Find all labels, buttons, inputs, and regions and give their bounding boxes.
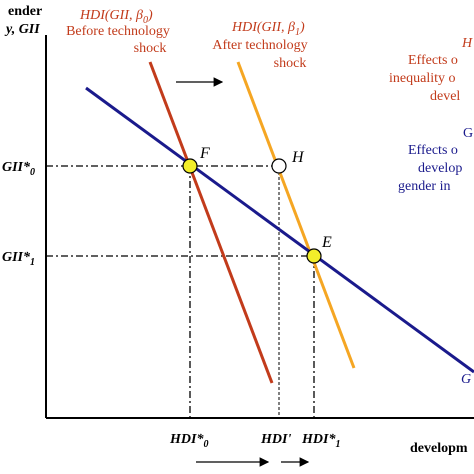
legend-red-line-1: Effects o [408,53,458,68]
y-axis-title-line2: y, GII [4,22,40,37]
gii-curve-label: G [461,372,471,387]
guide-lines [46,165,315,418]
hdi1-label-desc-1: After technology [212,38,307,53]
hdi0-label-desc-1: Before technology [66,24,170,39]
x-tick-hdi1: HDI*1 [301,432,340,450]
legend-blue-line-2: develop [418,161,462,176]
hdi0-label-title: HDI(GII, β0) [79,8,153,26]
point-f [182,158,198,174]
legend-red-line-2: inequality o [389,71,456,86]
point-e [306,248,322,264]
point-h [271,158,287,174]
legend-blue-line-3: gender in [398,179,450,194]
hdi1-label-desc-2: shock [274,56,307,71]
legend-red-line-3: devel [430,89,460,104]
legend-blue-line-1: Effects o [408,143,458,158]
point-h-label: H [291,149,305,166]
x-axis-title: developm [410,441,468,456]
hdi1-label-title: HDI(GII, β1) [231,20,305,38]
x-tick-hdi-prime: HDI' [260,432,291,447]
hdi-beta0-line [148,61,274,384]
y-tick-gii0: GII*0 [2,160,35,178]
hdi0-label-desc-2: shock [134,41,167,56]
y-tick-gii1: GII*1 [2,250,35,268]
point-e-label: E [321,234,332,251]
axes [45,35,474,419]
gii-line [85,86,474,374]
x-tick-hdi0: HDI*0 [169,432,208,450]
y-axis-title-line1: ender [8,4,42,19]
legend-red-title: H [461,36,473,51]
legend-blue-title: G [463,126,473,141]
point-f-label: F [199,145,210,162]
hdi-beta1-line [236,61,356,369]
